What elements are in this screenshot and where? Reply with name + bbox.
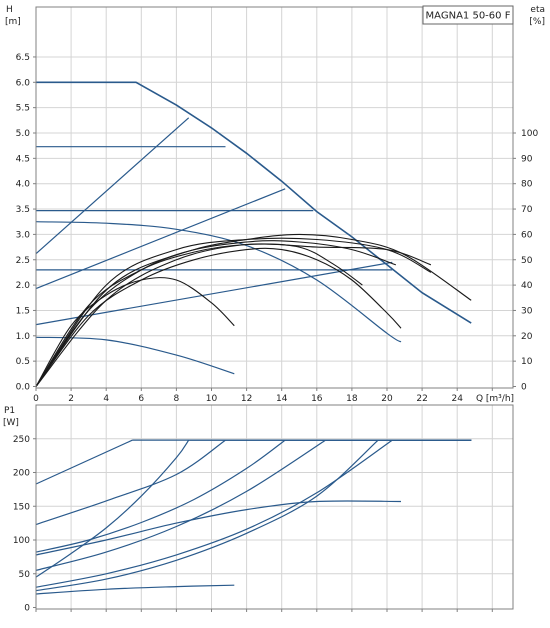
power-curve xyxy=(35,500,402,556)
top-chart-grid xyxy=(33,7,516,391)
efficiency-curve xyxy=(35,243,432,387)
x-tick-label: 16 xyxy=(311,394,323,404)
head-curve xyxy=(36,81,472,324)
x-axis-label: Q [m³/h] xyxy=(476,394,514,404)
right-y-tick-label: 10 xyxy=(521,357,533,367)
x-tick-label: 2 xyxy=(68,394,74,404)
y-tick-label: 4.5 xyxy=(16,154,30,164)
bottom-y-tick-label: 50 xyxy=(19,570,31,580)
right-y-axis-label: eta xyxy=(530,5,545,15)
right-y-tick-label: 0 xyxy=(521,383,527,393)
power-curve xyxy=(35,439,379,592)
bottom-y-axis-label: P1 xyxy=(4,406,15,416)
right-y-tick-label: 100 xyxy=(521,129,538,139)
x-tick-label: 22 xyxy=(416,394,427,404)
head-curve xyxy=(35,188,286,290)
y-tick-label: 3.0 xyxy=(16,230,31,240)
y-tick-label: 2.0 xyxy=(16,281,31,291)
y-axis-label: H xyxy=(6,5,13,15)
bottom-chart-curves xyxy=(35,439,472,595)
power-curve xyxy=(35,439,326,571)
axis-labels: 0 2 4 6 8 10 12 14 16 18 20 22 24 Q [m³/h]0.00.51.01.… xyxy=(3,5,545,614)
top-plot-frame xyxy=(35,6,514,389)
efficiency-curve xyxy=(35,247,402,387)
right-y-tick-label: 30 xyxy=(521,306,533,316)
x-tick-label: 12 xyxy=(241,394,252,404)
bottom-y-tick-label: 0 xyxy=(24,604,30,614)
y-tick-label: 0.5 xyxy=(16,357,30,367)
bottom-plot-frame xyxy=(35,404,514,610)
top-chart-curves xyxy=(35,81,472,387)
efficiency-curve xyxy=(35,233,472,387)
bottom-y-tick-label: 250 xyxy=(13,435,30,445)
y-tick-label: 5.5 xyxy=(16,104,30,114)
power-curve xyxy=(35,584,235,595)
x-tick-label: 20 xyxy=(381,394,393,404)
y-tick-label: 1.0 xyxy=(16,332,31,342)
y-tick-label: 6.5 xyxy=(16,53,30,63)
right-y-axis-unit: [%] xyxy=(529,17,545,27)
right-y-tick-label: 70 xyxy=(521,205,533,215)
y-tick-label: 1.5 xyxy=(16,306,30,316)
right-y-tick-label: 50 xyxy=(521,256,533,266)
x-tick-label: 10 xyxy=(206,394,218,404)
power-curve xyxy=(35,439,393,588)
efficiency-curve xyxy=(35,277,235,387)
bottom-y-tick-label: 150 xyxy=(13,502,30,512)
x-tick-label: 18 xyxy=(346,394,358,404)
x-tick-label: 0 xyxy=(33,394,39,404)
y-tick-label: 0.0 xyxy=(16,383,31,393)
head-curve xyxy=(35,221,402,343)
efficiency-curve xyxy=(35,237,432,387)
right-y-tick-label: 80 xyxy=(521,180,533,190)
power-curve xyxy=(35,439,133,485)
power-curve xyxy=(35,439,190,578)
x-tick-label: 14 xyxy=(276,394,288,404)
y-tick-label: 5.0 xyxy=(16,129,31,139)
efficiency-curve xyxy=(35,240,396,387)
x-tick-label: 4 xyxy=(103,394,109,404)
power-curve xyxy=(35,439,286,553)
x-tick-label: 6 xyxy=(138,394,144,404)
bottom-y-tick-label: 100 xyxy=(13,536,30,546)
head-curve xyxy=(35,117,190,255)
y-tick-label: 3.5 xyxy=(16,205,30,215)
y-tick-label: 2.5 xyxy=(16,256,30,266)
y-tick-label: 4.0 xyxy=(16,180,31,190)
x-tick-label: 8 xyxy=(174,394,180,404)
right-y-tick-label: 90 xyxy=(521,154,533,164)
bottom-y-tick-label: 200 xyxy=(13,469,30,479)
power-curve xyxy=(35,439,226,526)
bottom-chart-grid xyxy=(33,405,513,612)
model-label-box xyxy=(422,5,514,25)
right-y-tick-label: 20 xyxy=(521,332,533,342)
right-y-tick-label: 60 xyxy=(521,230,533,240)
chart-title: MAGNA1 50-60 F xyxy=(426,11,511,22)
x-tick-label: 24 xyxy=(451,394,463,404)
y-tick-label: 6.0 xyxy=(16,78,31,88)
y-axis-unit: [m] xyxy=(5,17,21,27)
bottom-y-axis-unit: [W] xyxy=(3,418,19,428)
right-y-tick-label: 40 xyxy=(521,281,533,291)
head-curve xyxy=(35,261,393,326)
